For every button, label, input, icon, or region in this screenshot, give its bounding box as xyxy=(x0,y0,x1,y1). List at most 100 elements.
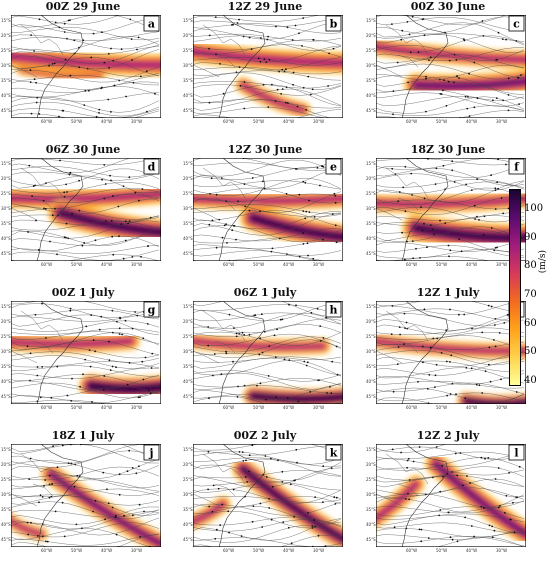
lat-tick-label: 20°S xyxy=(366,176,376,181)
panel-g: 00Z 1 July 15°S 20°S 25°S 30°S 35°S 40°S 45°S 60… xyxy=(1,286,165,413)
panel-letter: j xyxy=(149,447,154,460)
coastline xyxy=(36,301,84,404)
lon-tick-label: 40°W xyxy=(466,119,478,124)
panel-title: 00Z 1 July xyxy=(51,286,115,299)
lon-tick-label: 50°W xyxy=(253,262,265,267)
panel-title: 12Z 1 July xyxy=(416,286,480,299)
lat-tick-label: 25°S xyxy=(1,48,11,53)
lat-tick-label: 25°S xyxy=(366,334,376,339)
jet-stream-shading xyxy=(376,333,526,404)
lon-tick-label: 60°W xyxy=(223,548,235,553)
lat-tick-label: 35°S xyxy=(1,221,11,226)
lat-tick-label: 40°S xyxy=(183,236,193,241)
colorbar-tick-label: 50 xyxy=(524,346,537,358)
lat-tick-label: 30°S xyxy=(1,492,11,497)
lat-tick-label: 20°S xyxy=(183,319,193,324)
lon-tick-label: 50°W xyxy=(71,405,83,410)
coastline xyxy=(36,158,84,261)
lat-tick-label: 30°S xyxy=(1,63,11,68)
panel-letter-box xyxy=(325,301,342,318)
wind-map: i xyxy=(376,301,526,404)
lat-tick-label: 30°S xyxy=(183,492,193,497)
lon-tick-label: 30°W xyxy=(313,405,325,410)
lon-ticks: 60°W 50°W 40°W 30°W xyxy=(376,548,526,554)
country-borders xyxy=(11,167,64,221)
lon-tick-label: 50°W xyxy=(436,548,448,553)
panel-letter-box xyxy=(508,158,525,175)
lat-tick-label: 45°S xyxy=(366,251,376,256)
panel-c: 00Z 30 June 15°S 20°S 25°S 30°S 35°S 40°S 45°S 6… xyxy=(366,0,530,127)
wind-map: j xyxy=(11,444,161,547)
lat-tick-label: 35°S xyxy=(183,364,193,369)
lat-tick-label: 45°S xyxy=(366,394,376,399)
lat-tick-label: 45°S xyxy=(366,537,376,542)
lat-tick-label: 35°S xyxy=(183,221,193,226)
panel-title: 00Z 30 June xyxy=(410,0,486,13)
lat-tick-label: 35°S xyxy=(1,364,11,369)
lat-tick-label: 20°S xyxy=(366,462,376,467)
lon-tick-label: 30°W xyxy=(131,119,143,124)
lat-tick-label: 40°S xyxy=(183,93,193,98)
lat-tick-label: 15°S xyxy=(1,18,11,23)
country-borders xyxy=(376,310,429,364)
lon-tick-label: 40°W xyxy=(101,262,113,267)
lat-tick-label: 25°S xyxy=(1,477,11,482)
panel-letter-box xyxy=(508,444,525,461)
lon-tick-label: 40°W xyxy=(466,262,478,267)
panel-title: 06Z 1 July xyxy=(233,286,297,299)
colorbar-tick-label: 70 xyxy=(524,288,537,300)
colorbar-tick-label: 100 xyxy=(524,202,544,214)
lon-tick-label: 40°W xyxy=(101,548,113,553)
streamlines xyxy=(376,158,525,261)
panel-d: 06Z 30 June 15°S 20°S 25°S 30°S 35°S 40°S 45°S 6… xyxy=(1,143,165,270)
lat-tick-label: 45°S xyxy=(1,251,11,256)
lat-tick-label: 30°S xyxy=(1,349,11,354)
lat-tick-label: 30°S xyxy=(183,63,193,68)
jet-stream-shading xyxy=(11,183,161,246)
panel-e: 12Z 30 June 15°S 20°S 25°S 30°S 35°S 40°S 45°S 6… xyxy=(183,143,347,270)
lat-tick-label: 40°S xyxy=(366,522,376,527)
lon-tick-label: 30°W xyxy=(313,262,325,267)
coastline xyxy=(401,158,449,261)
lat-tick-label: 40°S xyxy=(366,379,376,384)
lon-tick-label: 60°W xyxy=(406,119,418,124)
lon-tick-label: 60°W xyxy=(406,548,418,553)
lat-tick-label: 35°S xyxy=(366,221,376,226)
wind-map: l xyxy=(376,444,526,547)
lat-tick-label: 40°S xyxy=(1,236,11,241)
lon-ticks: 60°W 50°W 40°W 30°W xyxy=(11,119,161,125)
colorbar xyxy=(509,189,521,386)
lat-ticks: 15°S 20°S 25°S 30°S 35°S 40°S 45°S xyxy=(366,301,376,404)
lat-tick-label: 35°S xyxy=(1,78,11,83)
jet-stream-shading xyxy=(193,333,343,404)
lat-tick-label: 40°S xyxy=(1,522,11,527)
lon-tick-label: 50°W xyxy=(71,548,83,553)
streamlines xyxy=(11,158,160,261)
jet-stream-shading xyxy=(193,458,343,547)
lat-ticks: 15°S 20°S 25°S 30°S 35°S 40°S 45°S xyxy=(366,158,376,261)
lon-tick-label: 50°W xyxy=(253,119,265,124)
lon-tick-label: 60°W xyxy=(223,405,235,410)
lat-tick-label: 35°S xyxy=(366,78,376,83)
streamlines xyxy=(11,444,160,547)
panel-letter: e xyxy=(330,161,337,174)
lat-tick-label: 40°S xyxy=(183,522,193,527)
panel-title: 18Z 30 June xyxy=(410,143,486,156)
lon-tick-label: 40°W xyxy=(101,119,113,124)
lat-tick-label: 35°S xyxy=(183,507,193,512)
panel-title: 06Z 30 June xyxy=(45,143,121,156)
lat-ticks: 15°S 20°S 25°S 30°S 35°S 40°S 45°S xyxy=(183,15,193,118)
panel-a: 00Z 29 June 15°S 20°S 25°S 30°S 35°S 40°S 45°S 6… xyxy=(1,0,165,127)
colorbar-tick-label: 90 xyxy=(524,231,537,243)
streamlines xyxy=(193,301,342,404)
lat-tick-label: 40°S xyxy=(366,236,376,241)
lat-tick-label: 20°S xyxy=(1,33,11,38)
lat-tick-label: 20°S xyxy=(1,319,11,324)
lat-ticks: 15°S 20°S 25°S 30°S 35°S 40°S 45°S xyxy=(183,444,193,547)
lon-tick-label: 50°W xyxy=(253,548,265,553)
panel-k: 00Z 2 July 15°S 20°S 25°S 30°S 35°S 40°S 45°S 60… xyxy=(183,429,347,556)
lon-tick-label: 40°W xyxy=(466,405,478,410)
lon-tick-label: 60°W xyxy=(406,262,418,267)
lat-tick-label: 45°S xyxy=(183,108,193,113)
lon-tick-label: 30°W xyxy=(313,119,325,124)
